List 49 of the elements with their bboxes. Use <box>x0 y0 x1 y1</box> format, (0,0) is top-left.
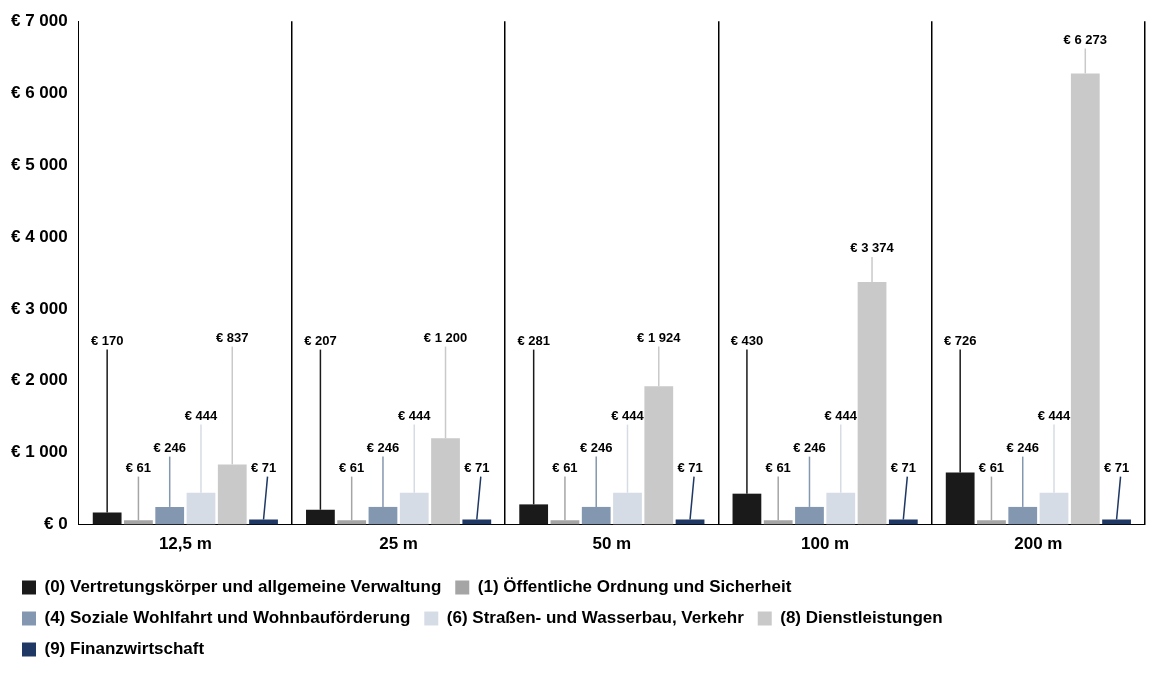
y-tick-label: € 0 <box>44 514 68 534</box>
data-label: € 246 <box>366 439 400 455</box>
data-label: € 1 200 <box>423 329 468 345</box>
y-tick-label: € 1 000 <box>10 442 68 462</box>
data-label: € 430 <box>730 332 764 348</box>
data-label: € 1 924 <box>637 329 682 345</box>
data-label: € 71 <box>890 459 916 475</box>
data-label: € 281 <box>517 332 550 348</box>
x-tick-label: 50 m <box>592 534 632 554</box>
x-tick-label: 25 m <box>379 534 418 554</box>
data-label: € 61 <box>552 459 578 475</box>
x-tick-label: 200 m <box>1014 534 1063 554</box>
data-label: € 61 <box>978 459 1005 475</box>
y-tick-label: € 5 000 <box>10 154 68 174</box>
data-label: € 444 <box>397 407 432 423</box>
legend-label: (9) Finanzwirtschaft <box>44 639 205 659</box>
y-tick-label: € 7 000 <box>10 10 68 30</box>
data-label: € 61 <box>125 459 152 475</box>
data-label: € 71 <box>250 459 277 475</box>
data-label: € 71 <box>1103 459 1130 475</box>
x-tick-label: 100 m <box>801 534 850 554</box>
data-label: € 71 <box>464 459 490 475</box>
data-label: € 246 <box>579 439 613 455</box>
y-tick-label: € 4 000 <box>10 226 68 246</box>
legend-label: (1) Öffentliche Ordnung und Sicherheit <box>477 577 792 597</box>
data-label: € 246 <box>153 439 186 455</box>
data-label: € 71 <box>677 459 703 475</box>
x-tick-label: 12,5 m <box>158 534 212 554</box>
data-label: € 6 273 <box>1063 31 1107 47</box>
data-label: € 246 <box>793 439 826 455</box>
legend-label: (4) Soziale Wohlfahrt und Wohnbauförderung <box>44 608 411 628</box>
data-label: € 61 <box>339 459 365 475</box>
legend-label: (6) Straßen- und Wasserbau, Verkehr <box>446 608 745 628</box>
data-label: € 207 <box>304 332 337 348</box>
data-label: € 246 <box>1006 439 1040 455</box>
y-tick-label: € 2 000 <box>10 370 68 390</box>
legend-label: (0) Vertretungskörper und allgemeine Verwaltung <box>44 577 442 597</box>
data-label: € 3 374 <box>850 240 895 256</box>
y-tick-label: € 6 000 <box>10 82 68 102</box>
data-label: € 444 <box>184 407 219 423</box>
data-label: € 170 <box>90 332 124 348</box>
data-label: € 726 <box>943 332 977 348</box>
data-label: € 444 <box>1037 407 1072 423</box>
data-label: € 837 <box>215 329 249 345</box>
legend-label: (8) Dienstleistungen <box>780 608 943 628</box>
data-label: € 61 <box>765 459 791 475</box>
data-label: € 444 <box>611 407 645 423</box>
y-tick-label: € 3 000 <box>10 298 68 318</box>
data-label: € 444 <box>824 407 858 423</box>
